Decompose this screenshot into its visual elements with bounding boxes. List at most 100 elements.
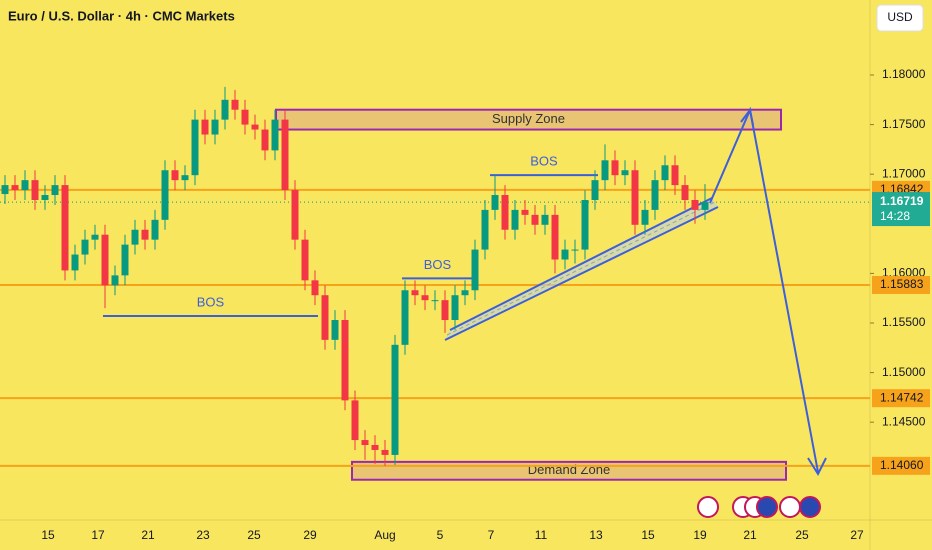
x-tick-label: 19	[693, 528, 707, 542]
x-tick-label: Aug	[374, 528, 395, 542]
candle-body	[131, 229, 139, 245]
candle-body	[31, 180, 39, 200]
level-label-box	[872, 456, 930, 475]
candle-body	[281, 119, 289, 191]
y-tick-label: 1.15000	[882, 365, 926, 379]
candle-body	[671, 165, 679, 186]
y-tick-label: 1.14500	[882, 414, 926, 428]
zone-label: Supply Zone	[492, 111, 565, 126]
event-icons	[697, 496, 821, 518]
candle-body	[641, 209, 649, 225]
candle-body	[341, 320, 349, 401]
x-tick-label: 5	[437, 528, 444, 542]
candle-body	[51, 185, 59, 196]
arrow-head	[740, 107, 754, 126]
candle-body	[541, 214, 549, 225]
candle-body	[561, 249, 569, 260]
candle-body	[321, 295, 329, 340]
x-tick-label: 7	[488, 528, 495, 542]
candle-body	[471, 249, 479, 291]
candle-body	[381, 449, 389, 455]
candle-body	[371, 445, 379, 450]
candle-body	[111, 275, 119, 286]
candle-body	[251, 124, 259, 130]
last-price-label: 1.16719	[880, 194, 924, 208]
candle-body	[201, 119, 209, 135]
candle-body	[141, 229, 149, 240]
candle-body	[631, 170, 639, 225]
x-tick-label: 25	[247, 528, 261, 542]
candle-body	[411, 290, 419, 296]
candle-body	[21, 180, 29, 191]
candle-body	[551, 214, 559, 260]
candle-body	[661, 165, 669, 181]
candle-body	[691, 199, 699, 210]
x-tick-label: 23	[196, 528, 210, 542]
candle-body	[571, 249, 579, 251]
channel-line	[444, 206, 719, 341]
x-tick-label: 29	[303, 528, 317, 542]
candle-body	[531, 214, 539, 225]
event-icon	[799, 496, 821, 518]
level-label-box	[872, 389, 930, 408]
currency-label[interactable]: USD	[887, 10, 913, 24]
candle-body	[61, 185, 69, 271]
candle-body	[361, 440, 369, 446]
channel-mid	[446, 201, 716, 336]
x-tick-label: 15	[641, 528, 655, 542]
candle-body	[1, 185, 9, 195]
x-tick-label: 13	[589, 528, 603, 542]
candle-body	[11, 185, 19, 191]
candle-body	[461, 290, 469, 296]
x-tick-label: 21	[141, 528, 155, 542]
event-icon	[697, 496, 719, 518]
candle-body	[481, 209, 489, 250]
level-label-box	[872, 275, 930, 294]
candle-body	[191, 119, 199, 176]
candle-body	[651, 180, 659, 210]
event-icon	[756, 496, 778, 518]
x-tick-label: 21	[743, 528, 757, 542]
candle-body	[491, 195, 499, 210]
candle-body	[211, 119, 219, 135]
level-label: 1.15883	[880, 277, 924, 291]
candle-body	[101, 234, 109, 286]
candle-body	[151, 219, 159, 240]
level-label: 1.14060	[880, 458, 924, 472]
candle-body	[81, 239, 89, 255]
candle-body	[581, 199, 589, 250]
zone-label: Demand Zone	[528, 462, 610, 477]
candle-body	[231, 99, 239, 110]
bos-label: BOS	[530, 154, 558, 169]
candle-body	[41, 195, 49, 200]
candle-body	[521, 209, 529, 215]
countdown-label: 14:28	[880, 209, 910, 223]
y-tick-label: 1.17000	[882, 166, 926, 180]
channel-line	[449, 197, 713, 331]
x-tick-label: 17	[91, 528, 105, 542]
trend-channel	[444, 197, 719, 341]
event-icon	[779, 496, 801, 518]
channel-fill	[445, 198, 718, 340]
currency-button[interactable]	[876, 4, 924, 32]
projection-arrow	[709, 106, 827, 477]
bos-label: BOS	[424, 257, 452, 272]
last-price-box	[872, 192, 930, 227]
x-tick-label: 25	[795, 528, 809, 542]
candle-body	[121, 244, 129, 276]
candle-body	[601, 160, 609, 181]
x-tick-label: 11	[535, 528, 548, 542]
candle-body	[181, 175, 189, 181]
candle-body	[161, 170, 169, 220]
candle-body	[441, 300, 449, 321]
arrow-head	[807, 457, 827, 477]
candle-body	[421, 295, 429, 301]
x-tick-label: 27	[850, 528, 864, 542]
y-tick-label: 1.15500	[882, 315, 926, 329]
x-tick-label: 15	[41, 528, 55, 542]
chart-title: Euro / U.S. Dollar · 4h · CMC Markets	[8, 8, 235, 23]
candle-body	[681, 185, 689, 200]
candle-body	[331, 320, 339, 340]
candle-body	[621, 170, 629, 176]
